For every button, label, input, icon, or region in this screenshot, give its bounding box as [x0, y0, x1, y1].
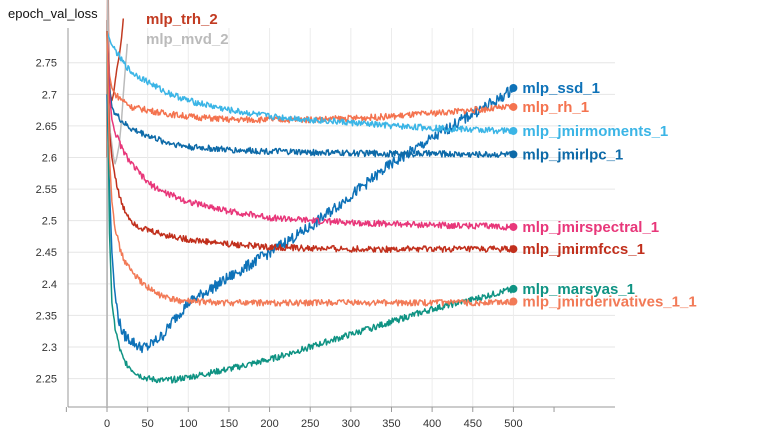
x-tick-label: 350	[382, 418, 400, 430]
series-line-mlp_jmirderivatives_1_1	[106, 31, 515, 307]
series-label: mlp_jmirderivatives_1_1	[522, 294, 696, 311]
chart-title: epoch_val_loss	[8, 6, 98, 21]
series-lines	[106, 0, 515, 407]
y-tick-label: 2.5	[42, 216, 57, 228]
series-labels: mlp_trh_2 mlp_mvd_2 mlp_ssd_1 mlp_rh_1 mlp_j…	[146, 11, 697, 311]
x-tick-label: 200	[260, 418, 278, 430]
series-line-mlp_jmirlpc_1	[106, 31, 514, 159]
series-line-mlp_mvd_2	[106, 0, 129, 407]
series-label: mlp_jmirmfccs_1	[522, 241, 645, 258]
series-line-mlp_jmirspectral_1	[106, 31, 514, 231]
y-tick-label: 2.25	[36, 374, 57, 386]
x-tick-label: 300	[342, 418, 360, 430]
series-end-dot	[509, 126, 518, 135]
series-label: mlp_marsyas_1	[522, 281, 635, 298]
series-end-dot	[509, 245, 518, 254]
y-tick-label: 2.6	[42, 152, 57, 164]
series-end-dot	[509, 102, 518, 111]
series-end-dot	[509, 297, 518, 306]
series-end-dot	[509, 284, 518, 293]
series-line-mlp_jmirmoments_1	[106, 30, 515, 135]
x-tick-label: 0	[104, 418, 110, 430]
y-tick-label: 2.4	[42, 279, 57, 291]
y-tick-label: 2.75	[36, 58, 57, 70]
x-tick-label: 150	[220, 418, 238, 430]
x-tick-label: 450	[464, 418, 482, 430]
y-tick-label: 2.7	[42, 89, 57, 101]
series-label: mlp_ssd_1	[522, 80, 600, 97]
y-tick-label: 2.45	[36, 247, 57, 259]
series-line-mlp_ssd_1	[106, 85, 515, 354]
y-tick-label: 2.65	[36, 121, 57, 133]
y-tick-label: 2.55	[36, 184, 57, 196]
series-label: mlp_trh_2	[146, 11, 218, 28]
series-line-mlp_marsyas_1	[106, 31, 515, 384]
series-label: mlp_rh_1	[522, 99, 589, 116]
x-tick-label: 100	[179, 418, 197, 430]
x-tick-label: 250	[301, 418, 319, 430]
x-tick-label: 400	[423, 418, 441, 430]
series-label: mlp_mvd_2	[146, 31, 229, 48]
x-tick-label: 500	[504, 418, 522, 430]
series-label: mlp_jmirlpc_1	[522, 146, 623, 163]
series-line-mlp_jmirmfccs_1	[106, 31, 515, 253]
x-tick-label: 50	[142, 418, 154, 430]
series-end-dot	[509, 84, 518, 93]
series-label: mlp_jmirmoments_1	[522, 123, 668, 140]
series-label: mlp_jmirspectral_1	[522, 219, 659, 236]
y-tick-label: 2.35	[36, 310, 57, 322]
y-tick-label: 2.3	[42, 342, 57, 354]
series-end-dot	[509, 150, 518, 159]
series-end-dot	[509, 222, 518, 231]
